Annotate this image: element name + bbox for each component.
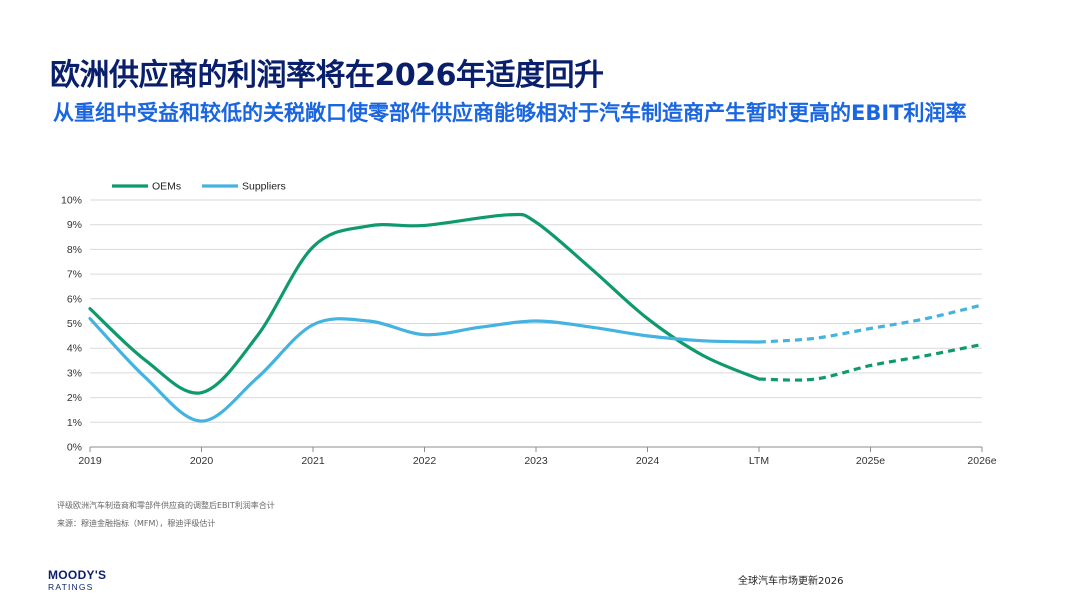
logo-wordmark: MOODY'S <box>48 568 107 582</box>
x-tick-label: 2022 <box>413 455 437 467</box>
legend: OEMs Suppliers <box>112 181 286 193</box>
y-tick-label: 6% <box>67 293 82 305</box>
page-subtitle: 从重组中受益和较低的关税敞口使零部件供应商能够相对于汽车制造商产生暂时更高的EB… <box>53 101 967 125</box>
x-tick-label: 2026e <box>967 455 996 467</box>
x-tick-label: 2021 <box>301 455 325 467</box>
x-tick-label: 2024 <box>636 455 660 467</box>
legend-label-oems: OEMs <box>152 181 181 193</box>
series-forecast-line-oems <box>758 342 983 382</box>
logo-subtitle: RATINGS <box>48 582 94 592</box>
chart-source-note: 来源：穆迪金融指标（MFM），穆迪评级估计 <box>57 519 216 528</box>
y-tick-label: 8% <box>67 244 82 256</box>
y-tick-label: 0% <box>67 442 82 454</box>
series-line-suppliers <box>88 316 761 423</box>
x-tick-label: 2020 <box>190 455 214 467</box>
chart-scope-note: 评级欧洲汽车制造商和零部件供应商的调整后EBIT利润率合计 <box>57 501 275 510</box>
grid-lines <box>90 199 982 423</box>
axes: 0% 1% 2% 3% 4% 5% 6% 7% 8% 9% 10% 2019 2020 2021 2022 2… <box>61 195 997 468</box>
y-tick-label: 5% <box>67 318 82 330</box>
series-forecast-line-suppliers <box>758 303 983 344</box>
x-tick-label: 2019 <box>78 455 102 467</box>
x-tick-label: LTM <box>749 455 769 467</box>
report-title: 全球汽车市场更新2026 <box>738 576 844 587</box>
y-tick-label: 3% <box>67 367 82 379</box>
x-tick-label: 2023 <box>524 455 548 467</box>
series-lines <box>88 212 983 423</box>
y-tick-label: 10% <box>61 195 82 207</box>
legend-label-suppliers: Suppliers <box>242 181 286 193</box>
y-tick-label: 9% <box>67 219 82 231</box>
y-tick-label: 7% <box>67 269 82 281</box>
y-tick-label: 1% <box>67 417 82 429</box>
x-tick-label: 2025e <box>856 455 885 467</box>
page-title: 欧洲供应商的利润率将在2026年适度回升 <box>50 58 604 93</box>
series-line-oems <box>88 212 761 395</box>
y-tick-label: 2% <box>67 392 82 404</box>
y-tick-label: 4% <box>67 343 82 355</box>
moodys-logo: MOODY'S RATINGS <box>48 569 106 592</box>
